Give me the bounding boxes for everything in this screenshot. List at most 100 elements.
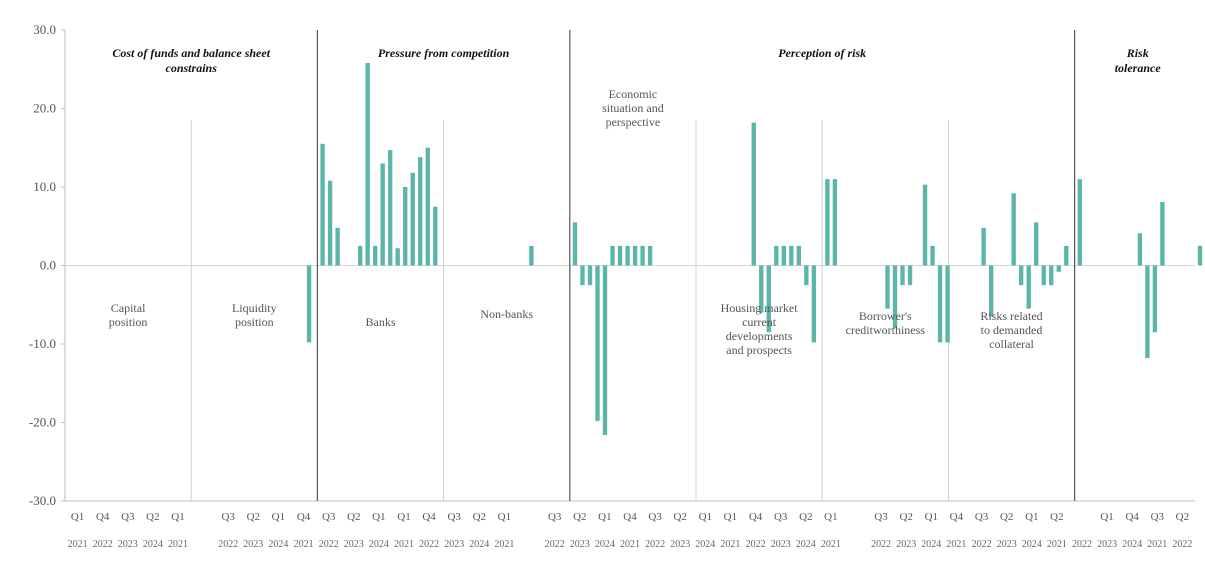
x-tick-quarter: Q4 bbox=[950, 511, 964, 523]
x-tick-quarter: Q1 bbox=[171, 511, 184, 523]
x-tick-quarter: Q3 bbox=[648, 511, 662, 523]
bar bbox=[1026, 265, 1031, 309]
x-axis-labels: Q1 2021 Q4 2022 Q3 2023 Q2 2024 Q1 2021 Q3 2022 Q2 20… bbox=[68, 511, 1193, 550]
x-tick-year: 2022 bbox=[746, 539, 766, 550]
y-tick-label: -30.0 bbox=[29, 493, 56, 508]
bar bbox=[403, 187, 408, 266]
bar bbox=[640, 245, 645, 266]
x-tick-year: 2024 bbox=[369, 539, 389, 550]
x-tick-year: 2023 bbox=[344, 539, 364, 550]
bar bbox=[796, 245, 802, 266]
bar bbox=[647, 245, 653, 266]
x-tick-quarter: Q3 bbox=[774, 511, 788, 523]
x-tick-year: 2024 bbox=[695, 539, 715, 550]
bar bbox=[988, 265, 994, 317]
x-tick-year: 2022 bbox=[218, 539, 238, 550]
bar bbox=[425, 147, 430, 266]
bar bbox=[1064, 245, 1069, 266]
panel-label: Borrower's creditworthiness bbox=[846, 309, 926, 337]
panel-label: Non-banks bbox=[480, 307, 533, 321]
x-tick-year: 2021 bbox=[946, 539, 966, 550]
bar bbox=[580, 265, 585, 286]
panel-labels: Cost of funds and balance sheet constrain… bbox=[109, 46, 1162, 357]
bar bbox=[595, 265, 600, 421]
bar bbox=[1137, 233, 1143, 266]
panel-label: Liquidity position bbox=[232, 301, 277, 329]
x-tick-quarter: Q2 bbox=[146, 511, 159, 523]
x-tick-year: 2021 bbox=[394, 539, 414, 550]
bar bbox=[320, 143, 325, 266]
x-tick-year: 2021 bbox=[1147, 539, 1167, 550]
group-title: Pressure from competition bbox=[378, 46, 510, 60]
x-tick-quarter: Q4 bbox=[96, 511, 110, 523]
x-tick-quarter: Q2 bbox=[799, 511, 812, 523]
x-tick-year: 2021 bbox=[1047, 539, 1067, 550]
x-tick-quarter: Q2 bbox=[473, 511, 486, 523]
bar bbox=[625, 245, 630, 266]
x-tick-quarter: Q1 bbox=[1025, 511, 1038, 523]
bar bbox=[372, 245, 378, 266]
x-tick-year: 2023 bbox=[997, 539, 1017, 550]
bar bbox=[885, 265, 890, 309]
y-axis: 30.0 20.0 10.0 0.0 -10.0 -20.0 -30.0 bbox=[29, 22, 1195, 508]
bars bbox=[306, 62, 1203, 436]
x-tick-quarter: Q3 bbox=[447, 511, 461, 523]
x-tick-quarter: Q3 bbox=[548, 511, 562, 523]
x-tick-quarter: Q2 bbox=[573, 511, 586, 523]
x-tick-quarter: Q3 bbox=[874, 511, 888, 523]
x-tick-year: 2022 bbox=[972, 539, 992, 550]
x-tick-year: 2024 bbox=[1122, 539, 1142, 550]
bar bbox=[1049, 265, 1054, 286]
x-tick-year: 2022 bbox=[645, 539, 665, 550]
y-tick-label: -20.0 bbox=[29, 415, 56, 430]
x-tick-quarter: Q4 bbox=[422, 511, 436, 523]
bar bbox=[357, 245, 363, 266]
y-tick-label: 20.0 bbox=[33, 101, 56, 116]
bar bbox=[900, 265, 905, 286]
x-tick-quarter: Q3 bbox=[322, 511, 336, 523]
x-tick-year: 2022 bbox=[871, 539, 891, 550]
bar bbox=[789, 245, 794, 266]
bar bbox=[811, 265, 817, 343]
bar bbox=[759, 265, 764, 313]
bar bbox=[335, 227, 340, 266]
x-tick-quarter: Q1 bbox=[372, 511, 385, 523]
bar bbox=[1145, 265, 1150, 359]
group-title: Risk tolerance bbox=[1115, 46, 1162, 75]
bar bbox=[945, 265, 950, 343]
bar bbox=[804, 265, 809, 286]
x-tick-year: 2023 bbox=[444, 539, 464, 550]
bar bbox=[433, 206, 438, 266]
bar bbox=[1041, 265, 1046, 286]
x-tick-year: 2022 bbox=[1072, 539, 1092, 550]
bar bbox=[922, 184, 928, 266]
bar bbox=[937, 265, 943, 343]
group-title: Perception of risk bbox=[778, 46, 866, 60]
x-tick-quarter: Q1 bbox=[1100, 511, 1113, 523]
y-tick-label: 30.0 bbox=[33, 22, 56, 37]
x-tick-year: 2023 bbox=[1097, 539, 1117, 550]
bar bbox=[1019, 265, 1024, 286]
x-tick-year: 2024 bbox=[1022, 539, 1042, 550]
y-tick-label: -10.0 bbox=[29, 336, 56, 351]
bar bbox=[418, 157, 423, 266]
x-tick-year: 2024 bbox=[143, 539, 163, 550]
x-tick-quarter: Q3 bbox=[121, 511, 135, 523]
x-tick-quarter: Q1 bbox=[71, 511, 84, 523]
bar bbox=[981, 227, 986, 266]
x-tick-quarter: Q4 bbox=[1125, 511, 1139, 523]
x-tick-quarter: Q1 bbox=[699, 511, 712, 523]
x-tick-year: 2024 bbox=[268, 539, 288, 550]
x-tick-quarter: Q1 bbox=[925, 511, 938, 523]
panel-label: Risks related to demanded collateral bbox=[980, 309, 1042, 351]
x-tick-year: 2023 bbox=[670, 539, 690, 550]
bar bbox=[751, 122, 756, 266]
x-tick-quarter: Q3 bbox=[975, 511, 989, 523]
bar bbox=[572, 222, 578, 266]
x-tick-year: 2021 bbox=[720, 539, 740, 550]
y-tick-label: 10.0 bbox=[33, 179, 56, 194]
x-tick-quarter: Q2 bbox=[1000, 511, 1013, 523]
panel-label: Capital position bbox=[109, 301, 148, 329]
bar bbox=[632, 245, 638, 266]
